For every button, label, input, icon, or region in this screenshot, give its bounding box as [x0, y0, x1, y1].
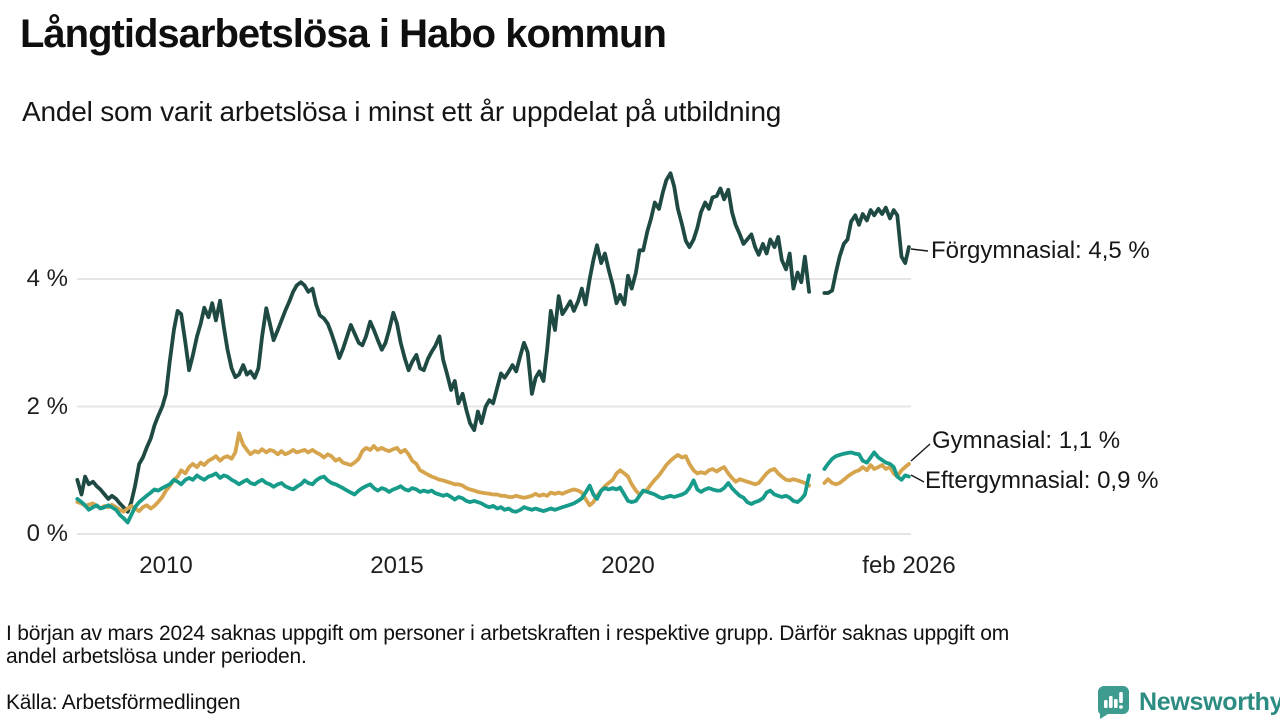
- label-connector-forgymnasial: [910, 248, 929, 252]
- newsworthy-logo[interactable]: Newsworthy: [1096, 685, 1280, 719]
- page-title: Långtidsarbetslösa i Habo kommun: [20, 12, 667, 56]
- series-layer: [75, 171, 911, 525]
- x-axis-tick: 2015: [370, 552, 424, 579]
- x-axis-tick: feb 2026: [862, 552, 956, 579]
- footnote-line-1: I början av mars 2024 saknas uppgift om …: [6, 622, 1010, 645]
- y-axis-tick: 4 %: [26, 265, 68, 292]
- newsworthy-bubble-chart-icon: [1096, 685, 1130, 719]
- grid-layer: [77, 278, 911, 535]
- page-subtitle: Andel som varit arbetslösa i minst ett å…: [22, 96, 782, 127]
- newsworthy-logo-text: Newsworthy: [1139, 687, 1280, 716]
- y-axis-tick: 2 %: [26, 392, 68, 420]
- source-credit: Källa: Arbetsförmedlingen: [6, 691, 241, 714]
- label-connector-gymnasial: [910, 443, 931, 462]
- series-end-label-eftergymnasial: Eftergymnasial: 0,9 %: [925, 467, 1159, 494]
- footnote-line-2: andel arbetslösa under perioden.: [6, 645, 307, 668]
- y-axis-tick: 0 %: [26, 520, 68, 547]
- line-forgymnasial: [75, 171, 811, 514]
- series-end-label-gymnasial: Gymnasial: 1,1 %: [932, 427, 1121, 454]
- line-eftergymnasial: [75, 471, 811, 525]
- label-connector-eftergymnasial: [910, 474, 925, 483]
- line-forgymnasial: [822, 205, 911, 295]
- series-end-label-forgymnasial: Förgymnasial: 4,5 %: [931, 237, 1150, 264]
- line-gymnasial: [75, 431, 811, 514]
- x-axis-tick: 2010: [139, 552, 193, 579]
- x-axis-tick: 2020: [601, 552, 655, 579]
- line-eftergymnasial: [822, 450, 911, 482]
